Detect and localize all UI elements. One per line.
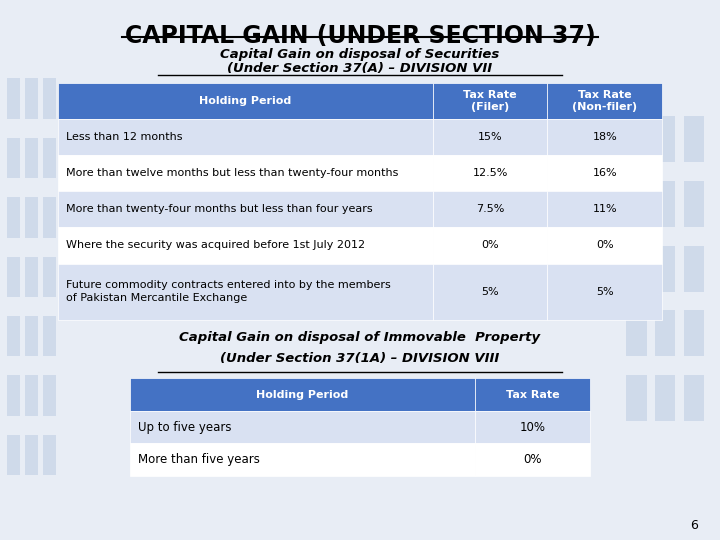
Bar xyxy=(547,227,662,264)
Bar xyxy=(43,435,56,475)
Bar xyxy=(626,181,647,227)
Bar xyxy=(626,310,647,356)
Bar xyxy=(433,264,547,320)
Bar xyxy=(655,116,675,162)
Bar xyxy=(655,310,675,356)
Bar xyxy=(433,119,547,155)
Bar xyxy=(475,443,590,476)
Bar xyxy=(475,379,590,411)
Bar xyxy=(433,155,547,191)
Text: 18%: 18% xyxy=(593,132,617,142)
Bar xyxy=(25,197,38,238)
Bar xyxy=(626,116,647,162)
Text: Future commodity contracts entered into by the members
of Pakistan Mercantile Ex: Future commodity contracts entered into … xyxy=(66,280,391,303)
Text: Tax Rate: Tax Rate xyxy=(506,390,559,400)
Bar xyxy=(25,138,38,178)
Bar xyxy=(58,155,433,191)
Text: 5%: 5% xyxy=(481,287,499,296)
Bar xyxy=(25,435,38,475)
Bar xyxy=(7,435,20,475)
Bar xyxy=(547,191,662,227)
Bar xyxy=(7,375,20,416)
Bar xyxy=(655,181,675,227)
Text: 0%: 0% xyxy=(523,453,542,466)
Text: Up to five years: Up to five years xyxy=(138,421,232,434)
Bar xyxy=(7,78,20,119)
Bar xyxy=(43,78,56,119)
Text: 12.5%: 12.5% xyxy=(472,168,508,178)
Bar xyxy=(7,316,20,356)
Bar xyxy=(130,379,475,411)
Text: Holding Period: Holding Period xyxy=(256,390,348,400)
Bar xyxy=(43,197,56,238)
Bar xyxy=(7,256,20,297)
Bar xyxy=(684,310,704,356)
Bar xyxy=(684,375,704,421)
Bar xyxy=(547,155,662,191)
Text: Capital Gain on disposal of Securities: Capital Gain on disposal of Securities xyxy=(220,48,500,60)
Bar xyxy=(655,375,675,421)
Bar xyxy=(130,411,475,443)
Bar xyxy=(626,375,647,421)
Text: 10%: 10% xyxy=(520,421,546,434)
Text: 6: 6 xyxy=(690,519,698,532)
Bar xyxy=(43,138,56,178)
Bar xyxy=(43,375,56,416)
Text: Less than 12 months: Less than 12 months xyxy=(66,132,183,142)
Text: (Under Section 37(A) – DIVISION VII: (Under Section 37(A) – DIVISION VII xyxy=(228,62,492,75)
Text: 7.5%: 7.5% xyxy=(476,204,504,214)
Bar xyxy=(25,256,38,297)
Bar xyxy=(25,375,38,416)
Bar xyxy=(7,138,20,178)
Bar xyxy=(475,411,590,443)
Bar xyxy=(58,119,433,155)
Bar xyxy=(684,246,704,292)
Text: Capital Gain on disposal of Immovable  Property: Capital Gain on disposal of Immovable Pr… xyxy=(179,332,541,345)
Bar xyxy=(655,246,675,292)
Bar xyxy=(25,316,38,356)
Bar xyxy=(433,191,547,227)
Bar xyxy=(7,197,20,238)
Bar xyxy=(43,256,56,297)
Text: 0%: 0% xyxy=(481,240,499,251)
Text: Where the security was acquired before 1st July 2012: Where the security was acquired before 1… xyxy=(66,240,365,251)
Text: 0%: 0% xyxy=(596,240,613,251)
Bar xyxy=(626,246,647,292)
Text: More than twelve months but less than twenty-four months: More than twelve months but less than tw… xyxy=(66,168,399,178)
Text: Holding Period: Holding Period xyxy=(199,96,291,106)
Bar xyxy=(433,227,547,264)
Text: More than twenty-four months but less than four years: More than twenty-four months but less th… xyxy=(66,204,373,214)
Text: 5%: 5% xyxy=(596,287,613,296)
Bar xyxy=(25,78,38,119)
Text: 16%: 16% xyxy=(593,168,617,178)
Bar xyxy=(58,191,433,227)
Text: 15%: 15% xyxy=(477,132,503,142)
Text: Tax Rate
(Non-filer): Tax Rate (Non-filer) xyxy=(572,90,637,112)
Text: Tax Rate
(Filer): Tax Rate (Filer) xyxy=(463,90,517,112)
Text: 11%: 11% xyxy=(593,204,617,214)
Bar xyxy=(130,443,475,476)
Bar xyxy=(547,264,662,320)
Bar xyxy=(684,116,704,162)
Text: (Under Section 37(1A) – DIVISION VIII: (Under Section 37(1A) – DIVISION VIII xyxy=(220,352,500,365)
Bar xyxy=(433,83,547,119)
Bar xyxy=(43,316,56,356)
Bar xyxy=(58,227,433,264)
Text: More than five years: More than five years xyxy=(138,453,260,466)
Bar xyxy=(547,83,662,119)
Bar xyxy=(58,83,433,119)
Bar xyxy=(58,264,433,320)
Bar xyxy=(684,181,704,227)
Text: CAPITAL GAIN (UNDER SECTION 37): CAPITAL GAIN (UNDER SECTION 37) xyxy=(125,24,595,48)
Bar xyxy=(547,119,662,155)
